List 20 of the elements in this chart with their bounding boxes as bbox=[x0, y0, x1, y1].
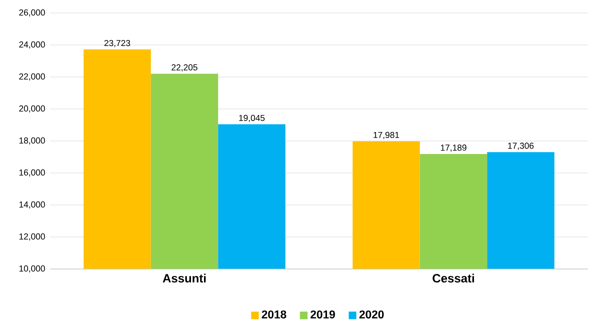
legend-label: 2018 bbox=[262, 310, 286, 318]
data-label: 23,723 bbox=[104, 40, 130, 48]
data-label: 17,981 bbox=[374, 132, 400, 140]
y-tick-label: 18,000 bbox=[19, 137, 45, 145]
x-tick-label: Assunti bbox=[162, 274, 206, 283]
y-tick-label: 10,000 bbox=[19, 265, 45, 273]
legend-label: 2020 bbox=[359, 310, 384, 318]
y-tick-label: 24,000 bbox=[19, 41, 45, 49]
data-label: 17,189 bbox=[440, 144, 466, 152]
data-label: 22,205 bbox=[172, 64, 198, 72]
y-tick-label: 16,000 bbox=[19, 169, 45, 177]
legend-label: 2019 bbox=[310, 310, 335, 318]
y-tick-label: 14,000 bbox=[19, 201, 45, 209]
data-label: 19,045 bbox=[239, 114, 265, 122]
data-label: 17,306 bbox=[508, 142, 534, 150]
y-tick-label: 22,000 bbox=[19, 73, 45, 81]
y-tick-label: 12,000 bbox=[19, 233, 45, 241]
y-tick-label: 26,000 bbox=[19, 9, 45, 17]
x-tick-label: Cessati bbox=[432, 274, 474, 283]
y-tick-label: 20,000 bbox=[19, 105, 45, 113]
